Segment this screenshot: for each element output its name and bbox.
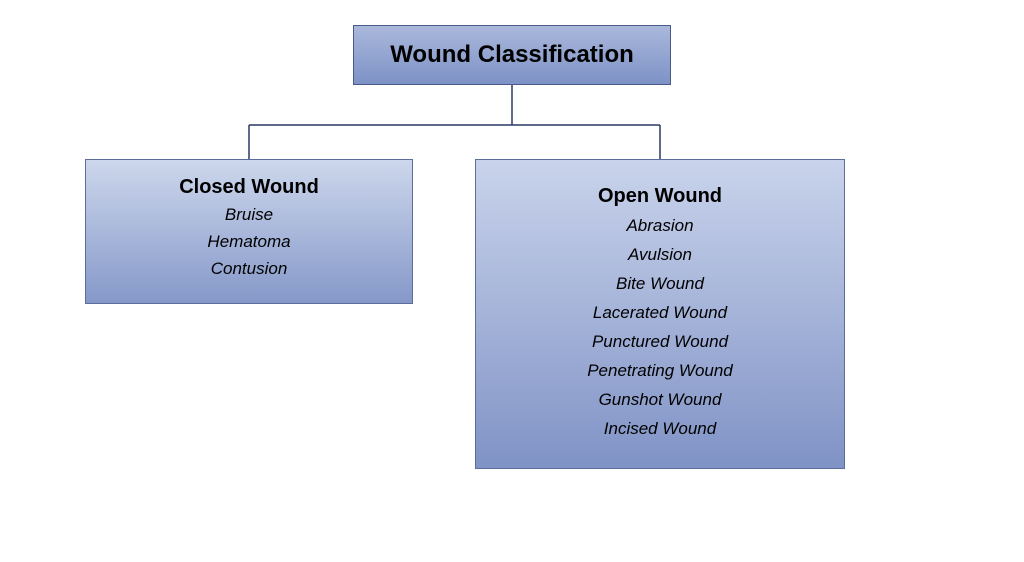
list-item: Bite Wound	[476, 269, 844, 298]
child-title: Open Wound	[476, 182, 844, 211]
child-items: AbrasionAvulsionBite WoundLacerated Woun…	[476, 211, 844, 443]
child-node-closed-wound: Closed Wound BruiseHematomaContusion	[85, 159, 413, 304]
list-item: Gunshot Wound	[476, 385, 844, 414]
child-node-open-wound: Open Wound AbrasionAvulsionBite WoundLac…	[475, 159, 845, 469]
child-title: Closed Wound	[86, 174, 412, 201]
list-item: Avulsion	[476, 240, 844, 269]
list-item: Penetrating Wound	[476, 356, 844, 385]
list-item: Punctured Wound	[476, 327, 844, 356]
child-items: BruiseHematomaContusion	[86, 201, 412, 282]
root-title: Wound Classification	[390, 41, 634, 69]
list-item: Incised Wound	[476, 414, 844, 443]
list-item: Abrasion	[476, 211, 844, 240]
list-item: Lacerated Wound	[476, 298, 844, 327]
list-item: Bruise	[86, 201, 412, 228]
list-item: Contusion	[86, 255, 412, 282]
list-item: Hematoma	[86, 228, 412, 255]
root-node: Wound Classification	[353, 25, 671, 85]
